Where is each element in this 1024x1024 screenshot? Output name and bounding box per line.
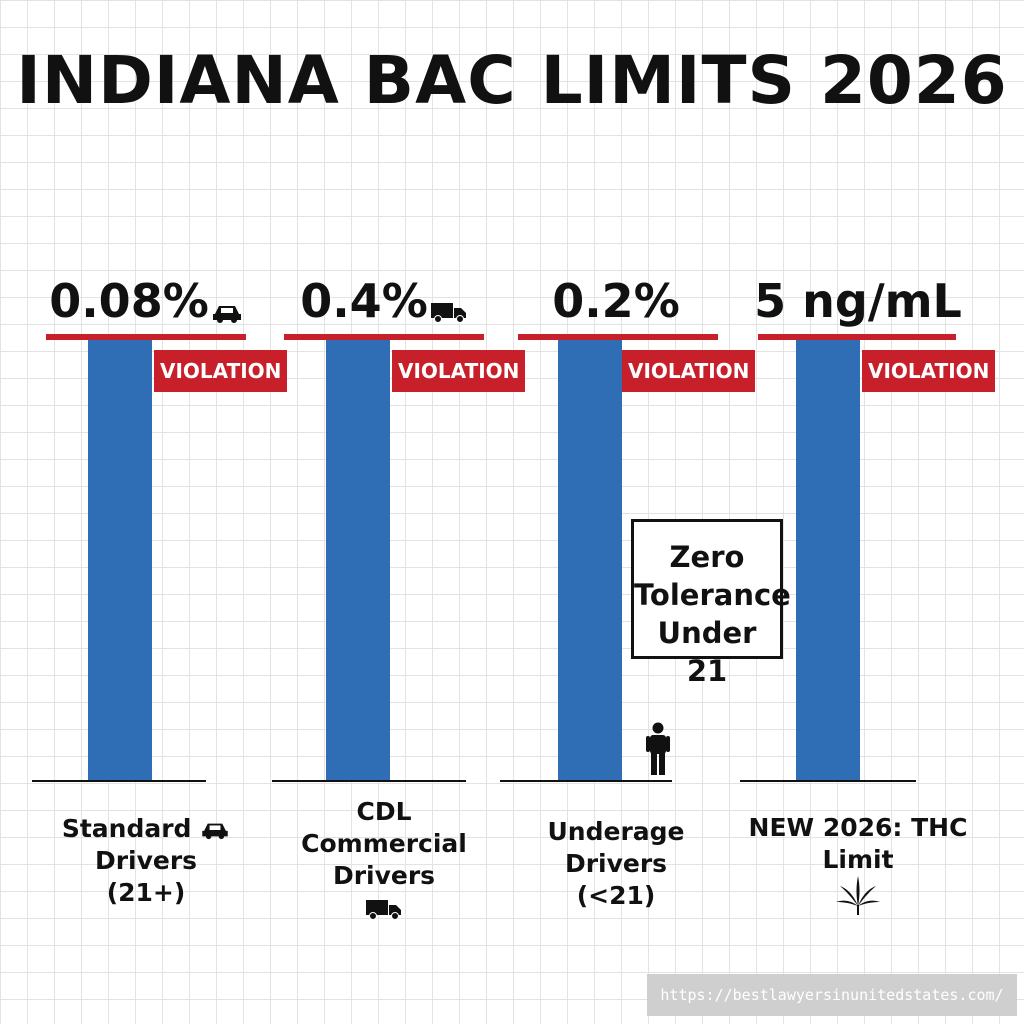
category-icon-line [738, 876, 978, 916]
person-icon [646, 722, 670, 775]
zero-tolerance-callout: Zero Tolerance Under 21 [631, 519, 791, 688]
callout-line: Under 21 [657, 616, 757, 688]
limit-line [758, 334, 956, 340]
car-icon [212, 306, 241, 323]
category-label-text: Standard [61, 814, 192, 843]
limit-line [46, 334, 246, 340]
limit-line [518, 334, 718, 340]
bar [558, 340, 622, 781]
limit-line [284, 334, 484, 340]
bar [796, 340, 860, 781]
category-label-line: (<21) [576, 881, 656, 910]
value-label-text: 0.08% [49, 274, 209, 328]
violation-badge: VIOLATION [154, 350, 288, 392]
category-label-line: Underage [547, 817, 685, 846]
category-label-line: Commercial [301, 829, 467, 858]
bar [88, 340, 152, 781]
callout-line: Tolerance [634, 578, 791, 612]
category-label-thc: NEW 2026: THC Limit [738, 812, 978, 916]
category-label-line: Drivers [332, 861, 436, 890]
category-label-underage: Underage Drivers (<21) [496, 816, 736, 912]
value-label-standard: 0.08% [26, 278, 266, 324]
source-url-watermark: https://bestlawyersinunitedstates.com/ [647, 974, 1017, 1016]
value-label-thc: 5 ng/mL [754, 274, 962, 328]
baseline [32, 780, 206, 782]
truck-icon [430, 303, 466, 323]
cannabis-leaf-icon [836, 876, 880, 915]
category-label-cdl: CDL Commercial Drivers [264, 796, 504, 924]
violation-badge: VIOLATION [862, 350, 996, 392]
chart-column-thc: 5 ng/mL VIOLATION NEW 2026: THC Limit [738, 0, 996, 1024]
category-label-line: Standard [26, 813, 266, 845]
category-label-line: Drivers [94, 846, 198, 875]
car-icon [202, 823, 228, 840]
category-label-line: CDL [356, 797, 412, 826]
callout-line: Zero [669, 540, 745, 574]
category-label-line: Limit [822, 845, 894, 874]
category-icon-line [264, 892, 504, 924]
violation-badge: VIOLATION [392, 350, 526, 392]
category-label-line: (21+) [106, 878, 186, 907]
baseline [740, 780, 916, 782]
category-label-line: NEW 2026: THC [748, 813, 968, 842]
chart-column-underage: 0.2% VIOLATION Underage Drivers (<21) [496, 0, 756, 1024]
value-label-underage: 0.2% [552, 274, 680, 328]
bar [326, 340, 390, 781]
baseline [272, 780, 466, 782]
chart-column-standard: 0.08% VIOLATION Standard Drivers (21+) [26, 0, 288, 1024]
category-label-standard: Standard Drivers (21+) [26, 813, 266, 909]
category-label-line: Drivers [564, 849, 668, 878]
value-label-text: 0.4% [300, 274, 428, 328]
value-label-cdl: 0.4% [264, 278, 504, 324]
chart-column-cdl: 0.4% VIOLATION CDL Commercial Drivers [264, 0, 526, 1024]
chart-title: INDIANA BAC LIMITS 2026 [16, 42, 1008, 119]
baseline [500, 780, 672, 782]
truck-icon [366, 900, 401, 920]
violation-badge: VIOLATION [622, 350, 756, 392]
